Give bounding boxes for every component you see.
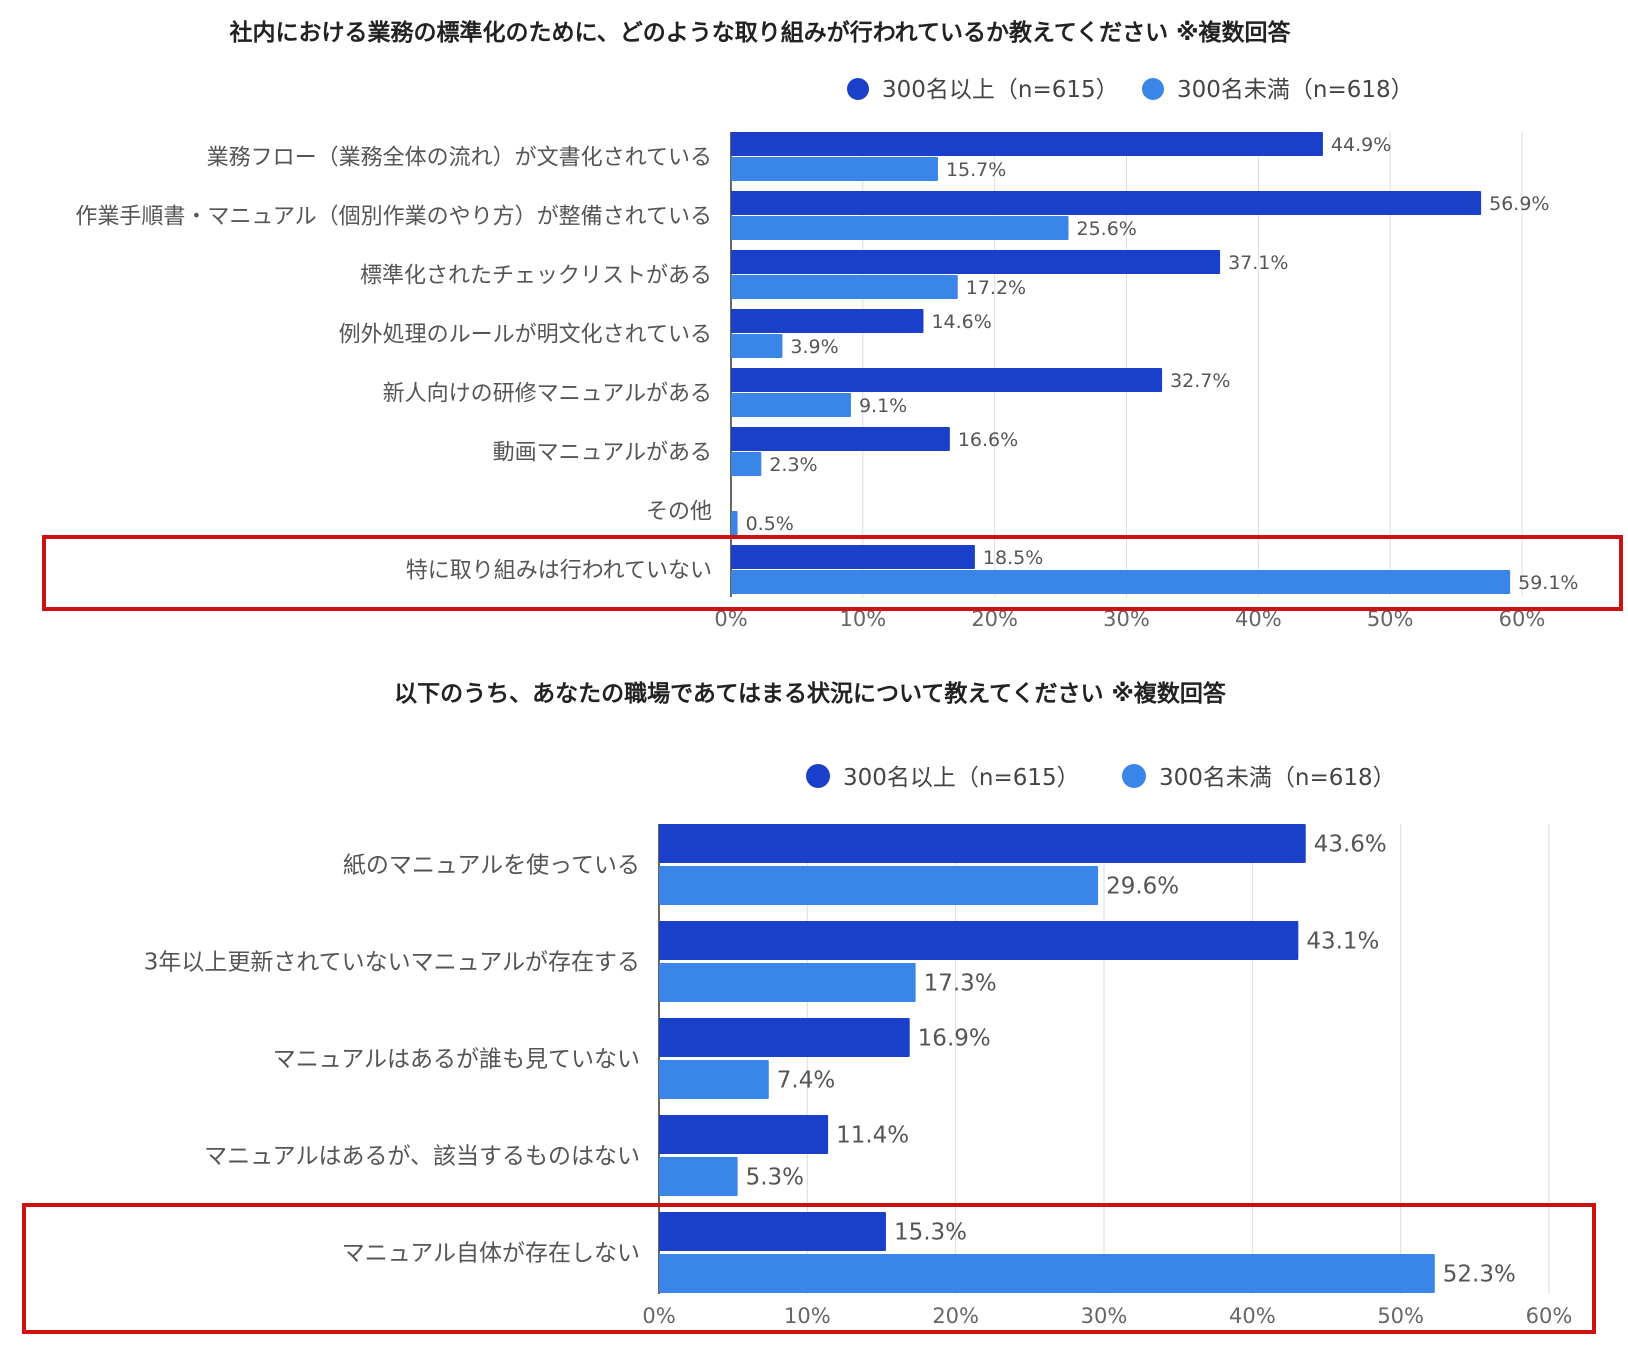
bar-large-company [731,132,1323,156]
bar-small-company [659,1254,1435,1293]
chart-1-legend-label-small: 300名未満（n=618） [1177,77,1414,103]
value-label: 18.5% [983,547,1043,569]
category-label: 3年以上更新されていないマニュアルが存在する [144,950,640,976]
bar-small-company [731,334,783,358]
chart-2-legend: 300名以上（n=615） 300名未満（n=618） [806,764,1396,791]
category-label: 例外処理のルールが明文化されている [339,323,712,348]
value-label: 15.7% [946,159,1006,181]
value-label: 17.2% [966,277,1026,299]
value-label: 59.1% [1518,572,1578,594]
value-label: 16.6% [958,429,1018,451]
bar-small-company [659,1060,769,1099]
value-label: 3.9% [790,336,838,358]
chart-1-title: 社内における業務の標準化のために、どのような取り組みが行われているか教えてくださ… [230,19,1292,46]
x-tick-label: 40% [1229,1304,1276,1328]
category-label: 標準化されたチェックリストがある [360,264,712,289]
value-label: 9.1% [859,395,907,417]
value-label: 32.7% [1170,370,1230,392]
value-label: 37.1% [1228,252,1288,274]
value-label: 5.3% [746,1165,804,1191]
chart-1: 社内における業務の標準化のために、どのような取り組みが行われているか教えてくださ… [42,19,1623,631]
chart-1-category-labels: 業務フロー（業務全体の流れ）が文書化されている作業手順書・マニュアル（個別作業の… [75,146,712,584]
chart-2-legend-label-small: 300名未満（n=618） [1159,765,1396,791]
value-label: 43.1% [1306,929,1379,955]
value-label: 2.3% [769,454,817,476]
chart-1-legend-marker-small [1142,78,1164,100]
value-label: 56.9% [1489,193,1549,215]
value-label: 29.6% [1106,874,1179,900]
x-tick-label: 60% [1526,1304,1573,1328]
bar-large-company [731,191,1482,215]
category-label: マニュアルはあるが、該当するものはない [204,1144,640,1170]
value-label: 11.4% [836,1123,909,1149]
chart-2-x-ticks: 0% 10% 20% 30% 40% 50% 60% [642,1304,1572,1328]
bar-large-company [659,1018,910,1057]
bar-large-company [659,824,1306,863]
value-label: 25.6% [1076,218,1136,240]
bar-small-company [731,157,938,181]
bar-large-company [731,427,950,451]
chart-2-highlight-box [22,1203,1596,1334]
bar-small-company [731,511,738,535]
x-tick-label: 0% [642,1304,675,1328]
x-tick-label: 50% [1377,1304,1424,1328]
chart-2-title: 以下のうち、あなたの職場であてはまる状況について教えてください ※複数回答 [394,680,1227,707]
bar-small-company [731,216,1069,240]
chart-1-highlight-box [42,535,1623,611]
x-tick-label: 10% [784,1304,831,1328]
value-label: 44.9% [1331,134,1391,156]
chart-2-bars [659,824,1435,1293]
category-label: 紙のマニュアルを使っている [343,853,640,879]
category-label: その他 [646,500,712,525]
bar-large-company [659,921,1299,960]
chart-2-legend-marker-large [806,764,830,788]
chart-2-category-labels: 紙のマニュアルを使っている 3年以上更新されていないマニュアルが存在するマニュアル… [144,853,640,1267]
category-label: 業務フロー（業務全体の流れ）が文書化されている [207,146,712,171]
bar-large-company [731,545,975,569]
chart-1-legend-label-large: 300名以上（n=615） [882,77,1119,103]
category-label: 作業手順書・マニュアル（個別作業のやり方）が整備されている [75,205,712,230]
value-label: 15.3% [894,1220,967,1246]
value-label: 14.6% [931,311,991,333]
bar-small-company [731,452,762,476]
value-label: 17.3% [924,971,997,997]
chart-1-value-labels: 44.9% 15.7% 56.9% 25.6% 37.1% 17.2% 14.6% 3.9% 3… [746,134,1579,594]
x-tick-label: 20% [932,1304,979,1328]
bar-large-company [731,368,1163,392]
bar-small-company [659,1157,738,1196]
category-label: 動画マニュアルがある [493,441,712,466]
bar-small-company [731,275,958,299]
chart-2: 以下のうち、あなたの職場であてはまる状況について教えてください ※複数回答 30… [22,680,1596,1334]
bar-small-company [731,570,1511,594]
value-label: 16.9% [918,1026,991,1052]
bar-large-company [731,250,1221,274]
category-label: 特に取り組みは行われていない [406,559,712,584]
x-tick-label: 30% [1081,1304,1128,1328]
bar-large-company [659,1212,886,1251]
bar-small-company [731,393,851,417]
bar-small-company [659,963,916,1002]
category-label: マニュアルはあるが誰も見ていない [273,1047,640,1073]
value-label: 0.5% [746,513,794,535]
bar-large-company [659,1115,829,1154]
chart-2-value-labels: 43.6% 29.6% 43.1% 17.3% 16.9% 7.4% 11.4% 5.3% 15… [746,832,1516,1288]
bar-large-company [731,309,924,333]
value-label: 52.3% [1443,1262,1516,1288]
chart-1-bars [731,132,1511,594]
value-label: 43.6% [1314,832,1387,858]
value-label: 7.4% [777,1068,835,1094]
category-label: マニュアル自体が存在しない [342,1241,640,1267]
chart-1-legend-marker-large [847,78,869,100]
chart-2-legend-label-large: 300名以上（n=615） [843,765,1080,791]
chart-2-legend-marker-small [1122,764,1146,788]
chart-1-legend: 300名以上（n=615） 300名未満（n=618） [847,77,1414,103]
bar-small-company [659,866,1099,905]
category-label: 新人向けの研修マニュアルがある [383,382,712,407]
